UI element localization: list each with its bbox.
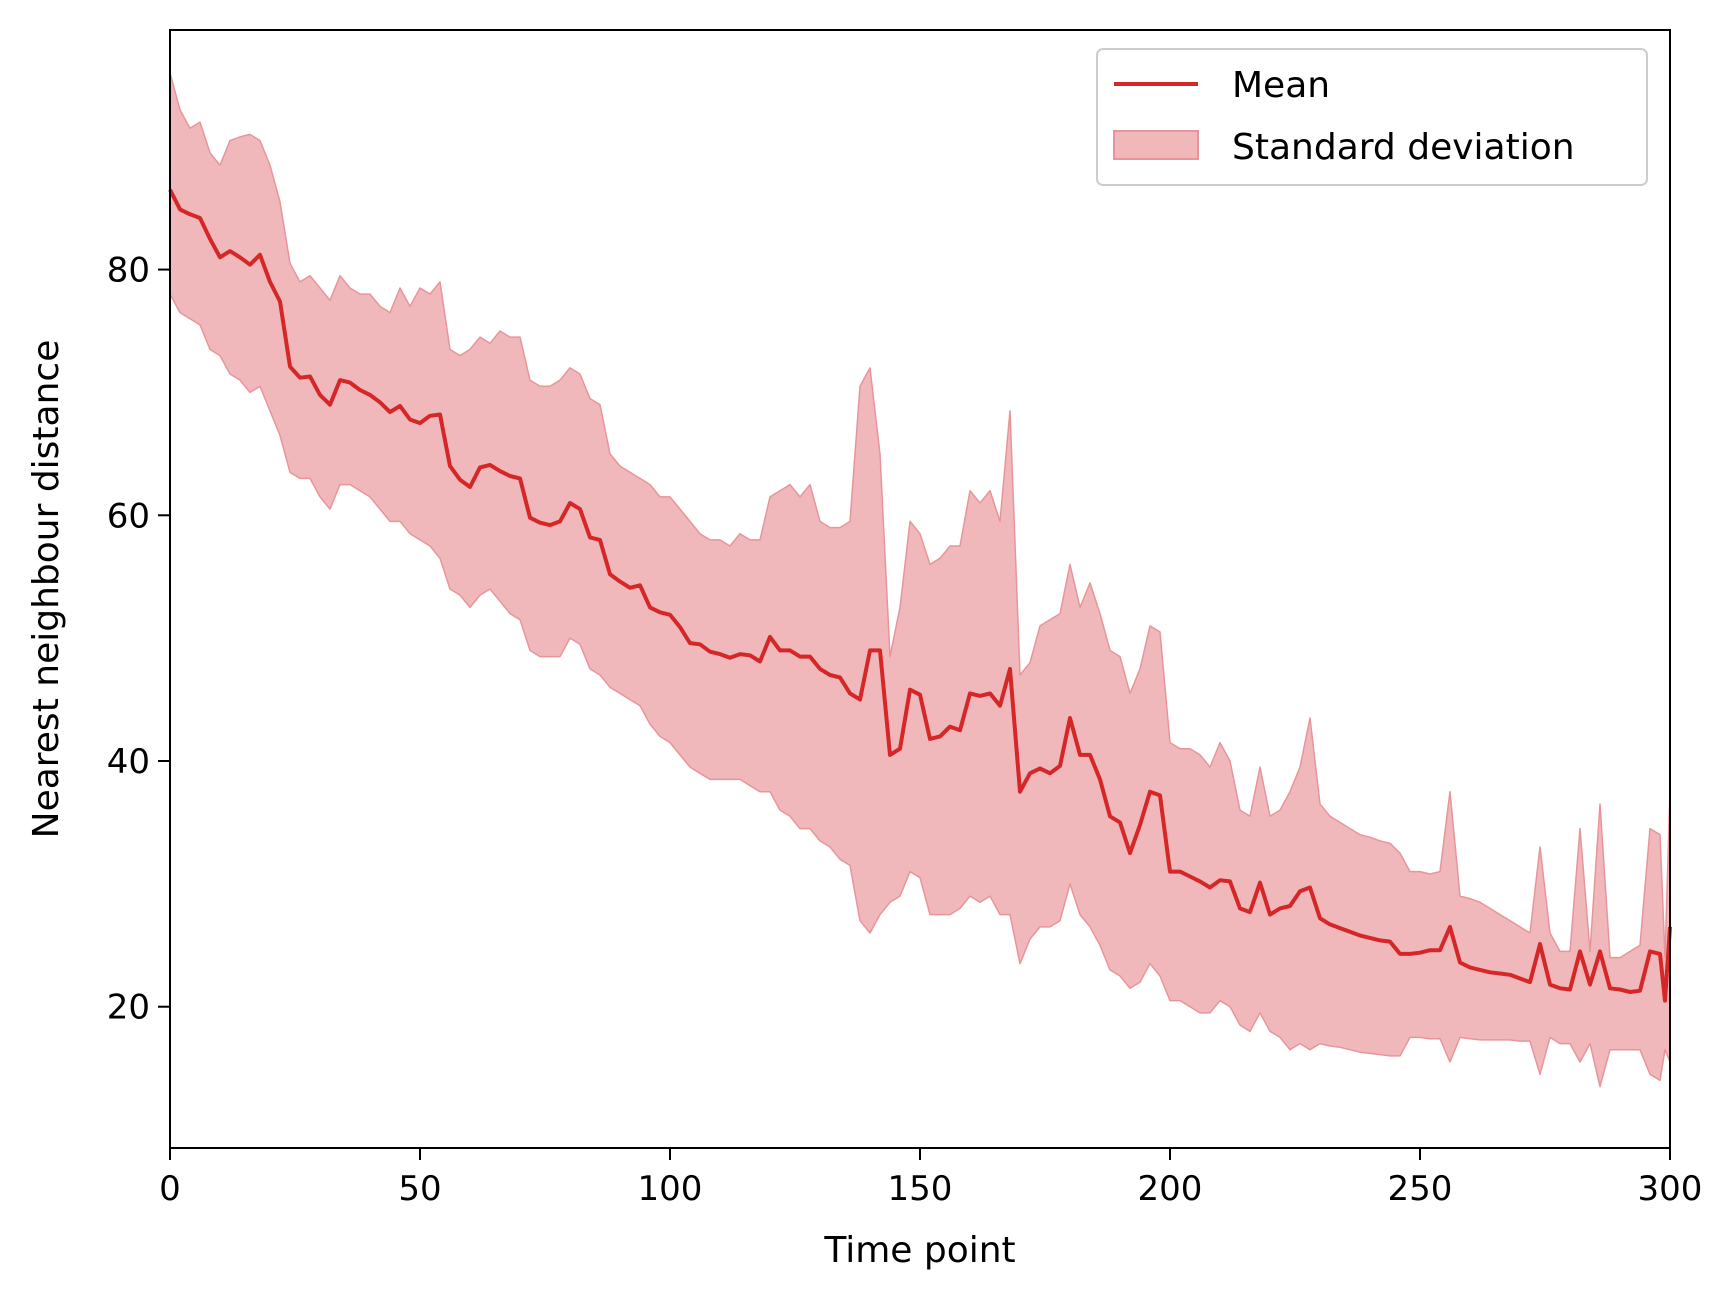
x-axis-label: Time point [823,1230,1015,1271]
x-tick-label: 200 [1138,1169,1203,1209]
legend-band-swatch [1113,130,1199,160]
y-tick-label: 40 [107,742,150,782]
x-tick-label: 100 [638,1169,703,1209]
y-axis-label: Nearest neighbour distance [26,340,67,839]
y-axis-ticks: 20 40 60 80 [107,251,170,1028]
x-tick-label: 300 [1638,1169,1703,1209]
x-tick-label: 150 [888,1169,953,1209]
x-tick-label: 250 [1388,1169,1453,1209]
legend-box [1096,48,1648,186]
y-tick-label: 80 [107,251,150,291]
mean-line [168,188,1672,1003]
x-tick-label: 0 [159,1169,181,1209]
x-tick-label: 50 [398,1169,441,1209]
legend-band-label: Standard deviation [1232,127,1575,168]
legend-mean-label: Mean [1232,65,1330,106]
y-tick-label: 20 [107,988,150,1028]
x-axis-ticks: 0 50 100 150 200 250 300 [159,1148,1702,1209]
y-tick-label: 60 [107,496,150,536]
legend: Mean Standard deviation [1096,48,1648,186]
mean-line-layer [168,188,1672,1003]
